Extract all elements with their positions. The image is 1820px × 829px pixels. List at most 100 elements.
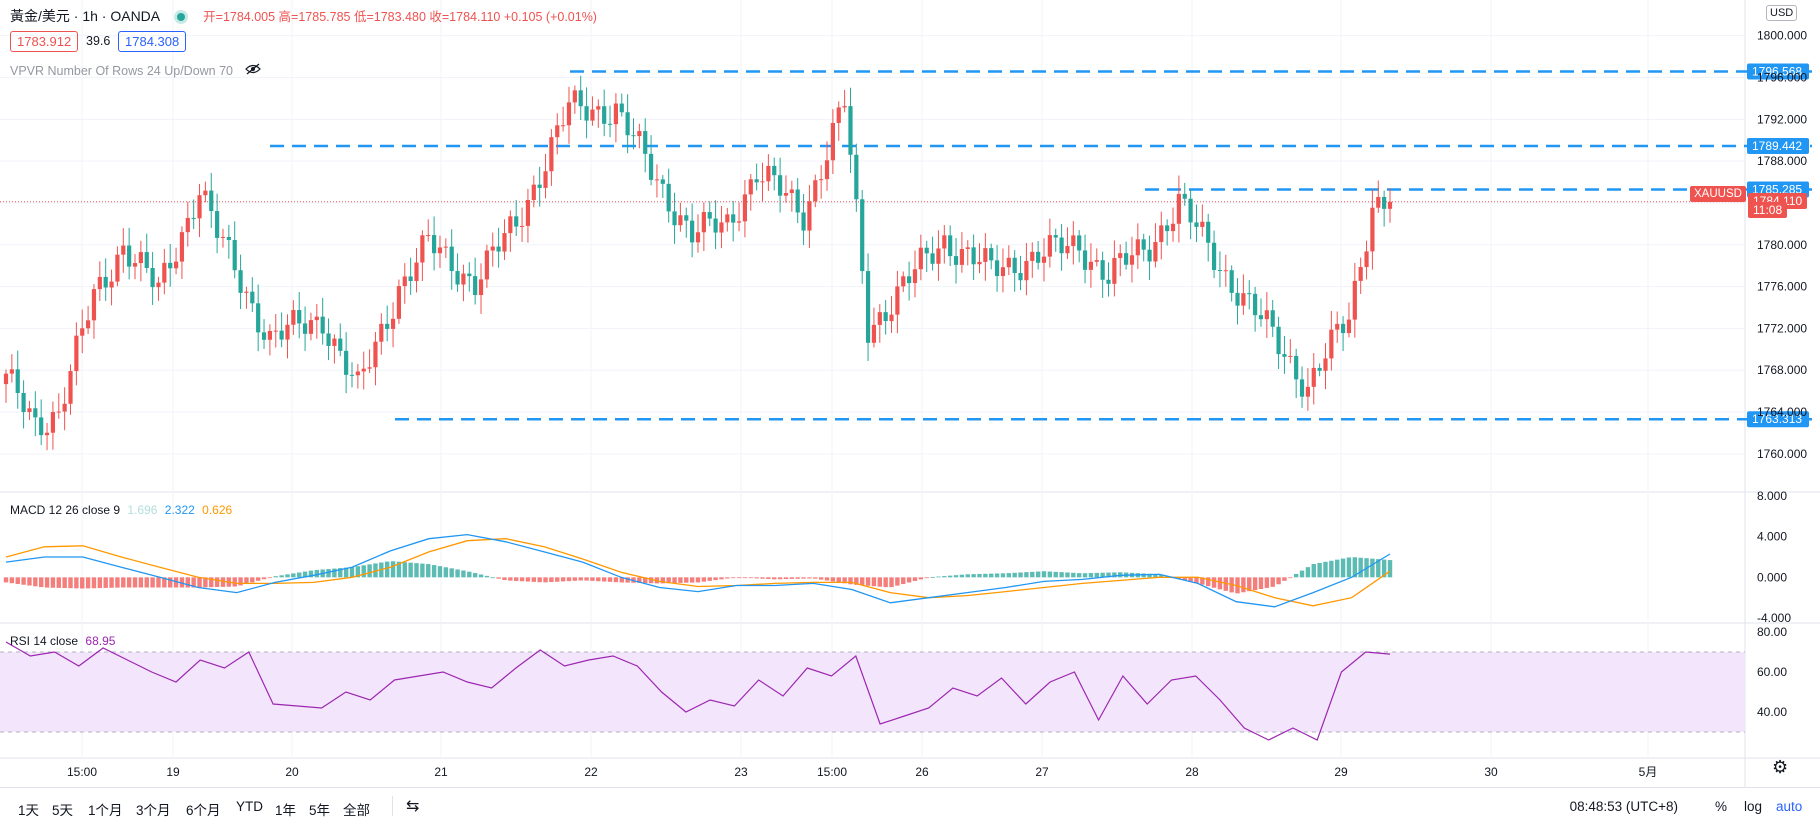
macd-histogram-bar — [414, 563, 419, 578]
macd-histogram-bar — [1035, 571, 1041, 578]
clock[interactable]: 08:48:53 (UTC+8) — [1569, 799, 1678, 814]
candle-body — [115, 254, 120, 282]
macd-histogram-bar — [461, 570, 466, 578]
candle-body — [502, 233, 507, 252]
market-status-icon — [177, 13, 186, 22]
macd-histogram-bar — [514, 577, 519, 581]
candle-body — [789, 189, 794, 194]
candle-body — [836, 107, 841, 123]
macd-histogram-bar — [1030, 571, 1035, 578]
macd-histogram-bar — [1182, 577, 1187, 581]
log-toggle[interactable]: log — [1744, 799, 1763, 814]
candle-body — [9, 369, 14, 374]
candle-body — [713, 218, 718, 233]
macd-histogram-bar — [695, 577, 701, 583]
range-ytd[interactable]: YTD — [236, 799, 263, 814]
ask-price[interactable]: 1784.308 — [118, 31, 187, 52]
macd-histogram-bar — [80, 577, 85, 589]
candle-body — [1053, 235, 1058, 238]
candle-body — [883, 312, 888, 322]
macd-histogram-bar — [367, 564, 372, 578]
macd-histogram-bar — [496, 577, 501, 579]
range-1m[interactable]: 1个月 — [88, 803, 123, 818]
bid-price[interactable]: 1783.912 — [10, 31, 79, 52]
macd-histogram-bar — [238, 577, 243, 586]
macd-histogram-bar — [1082, 573, 1088, 578]
candle-body — [1182, 193, 1187, 199]
candle-body — [731, 214, 736, 223]
candle-body — [232, 239, 237, 271]
candle-body — [261, 332, 267, 340]
settings-gear-icon[interactable]: ⚙ — [1772, 757, 1789, 777]
range-1d[interactable]: 1天 — [18, 803, 40, 818]
goto-date-icon[interactable]: ⇆ — [406, 798, 420, 815]
candle-body — [1323, 358, 1328, 371]
macd-legend[interactable]: MACD 12 26 close 9 1.696 2.322 0.626 — [10, 503, 232, 517]
candle-body — [244, 291, 249, 293]
candle-body — [889, 314, 894, 322]
macd-histogram-bar — [50, 577, 56, 588]
price-tick-label: 1764.000 — [1757, 405, 1807, 419]
candle-body — [449, 246, 454, 272]
candle-body — [936, 248, 941, 264]
macd-histogram-bar — [760, 577, 765, 579]
rsi-value: 68.95 — [85, 634, 116, 648]
currency-label[interactable]: USD — [1766, 5, 1798, 21]
level-price-label: 1789.442 — [1752, 139, 1802, 153]
candle-body — [1288, 355, 1293, 357]
candle-body — [519, 225, 525, 227]
candle-body — [1376, 196, 1381, 208]
percent-toggle[interactable]: % — [1715, 799, 1728, 814]
candle-body — [959, 248, 964, 265]
range-all[interactable]: 全部 — [343, 803, 370, 818]
candle-body — [344, 350, 349, 375]
range-6m[interactable]: 6个月 — [186, 803, 221, 818]
range-3m[interactable]: 3个月 — [136, 803, 171, 818]
candle-body — [924, 247, 929, 254]
macd-histogram-bar — [38, 577, 44, 588]
candle-body — [1276, 326, 1281, 355]
candle-body — [1012, 257, 1017, 273]
symbol-title[interactable]: 黃金/美元 · 1h · OANDA — [10, 8, 160, 24]
hide-eye-icon[interactable] — [244, 63, 261, 78]
macd-histogram-bar — [889, 577, 894, 588]
time-tick-label: 20 — [285, 765, 299, 779]
macd-histogram-bar — [490, 577, 495, 579]
vpvr-indicator-label[interactable]: VPVR Number Of Rows 24 Up/Down 70 — [10, 63, 261, 78]
candle-body — [1200, 221, 1205, 227]
candle-body — [801, 212, 806, 231]
candle-body — [402, 276, 407, 287]
price-tick-label: 1760.000 — [1757, 447, 1807, 461]
macd-histogram-bar — [44, 577, 50, 588]
candle-body — [21, 392, 26, 413]
rsi-legend[interactable]: RSI 14 close 68.95 — [10, 634, 115, 648]
macd-histogram-bar — [144, 577, 149, 588]
candle-body — [895, 286, 900, 315]
range-5d[interactable]: 5天 — [52, 803, 74, 818]
macd-histogram-bar — [437, 566, 443, 578]
auto-scale-toggle[interactable]: auto — [1776, 799, 1803, 814]
macd-histogram-bar — [1376, 559, 1381, 578]
macd-histogram-bar — [525, 577, 531, 582]
candle-body — [1094, 260, 1099, 262]
candle-body — [349, 374, 355, 376]
candle-body — [1018, 272, 1023, 281]
candle-body — [813, 180, 818, 202]
macd-histogram-bar — [818, 577, 824, 580]
macd-histogram-bar — [343, 567, 349, 578]
macd-histogram-bar — [279, 575, 284, 578]
candle-body — [127, 245, 132, 267]
candle-body — [965, 247, 970, 249]
range-1y[interactable]: 1年 — [275, 803, 297, 818]
candle-body — [1382, 196, 1387, 209]
candle-body — [238, 270, 243, 293]
range-5y[interactable]: 5年 — [309, 803, 331, 818]
macd-histogram-bar — [590, 577, 595, 581]
macd-histogram-bar — [965, 574, 970, 578]
candle-body — [537, 184, 542, 188]
candle-body — [578, 90, 583, 107]
candle-body — [432, 235, 437, 254]
candle-body — [279, 330, 284, 340]
macd-histogram-bar — [1153, 574, 1158, 578]
